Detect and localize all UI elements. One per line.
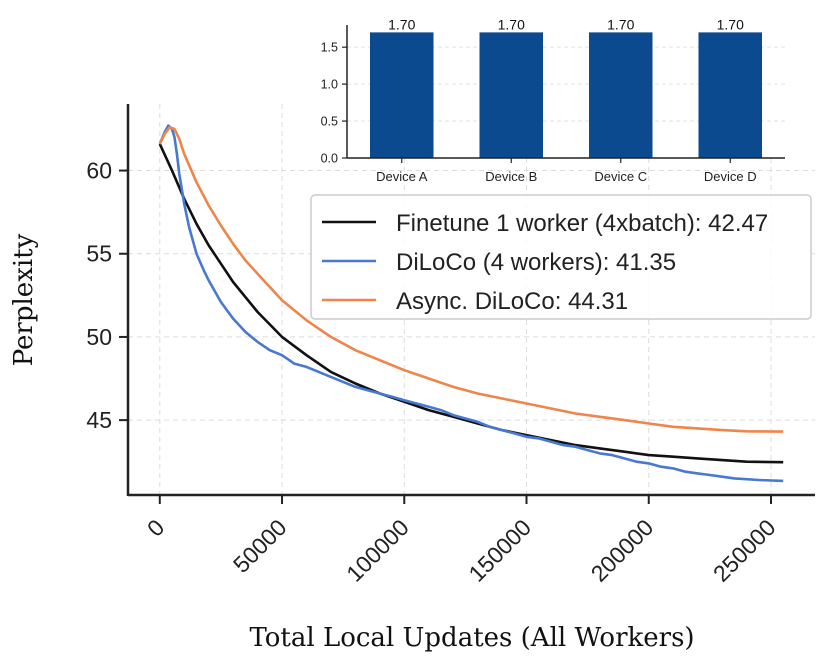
- inset-bar: [369, 32, 434, 159]
- inset-bar-value-label: 1.70: [717, 16, 744, 32]
- y-tick-label: 50: [86, 324, 112, 350]
- inset-bar: [588, 32, 653, 159]
- x-tick-label: 0: [142, 514, 169, 541]
- x-tick-label: 50000: [228, 514, 292, 578]
- inset-bar: [698, 32, 763, 159]
- main-series-lines: [158, 124, 784, 483]
- inset-bar-value-label: 1.70: [388, 16, 415, 32]
- legend: Finetune 1 worker (4xbatch): 42.47 DiLoCo…: [310, 194, 812, 320]
- main-axes: [126, 104, 815, 497]
- inset-bar: [479, 32, 544, 159]
- inset-category-label: Device C: [594, 169, 647, 184]
- y-tick-label: 60: [86, 158, 112, 184]
- y-axis-label: Perplexity: [9, 233, 39, 366]
- inset-bar-value-label: 1.70: [498, 16, 525, 32]
- inset-y-tick-label: 0.5: [321, 115, 338, 129]
- legend-label: Async. DiLoCo: 44.31: [396, 288, 628, 315]
- y-tick-label: 45: [86, 407, 112, 433]
- inset-category-label: Device B: [485, 169, 537, 184]
- inset-category-label: Device D: [704, 169, 757, 184]
- inset-bars: 1.70 1.70 1.70 1.70: [369, 16, 763, 159]
- x-tick-label: 200000: [586, 514, 659, 587]
- x-axis-label: Total Local Updates (All Workers): [249, 623, 694, 653]
- x-tick-label: 150000: [463, 514, 536, 587]
- inset-bar-chart: 1.70 1.70 1.70 1.70 0.0 0.5 1.0 1.5 Device A Dev…: [321, 16, 785, 184]
- inset-category-label: Device A: [376, 169, 428, 184]
- inset-bar-value-label: 1.70: [607, 16, 634, 32]
- series-line-1: [158, 124, 784, 483]
- inset-y-tick-label: 1.0: [321, 78, 338, 92]
- series-line-0: [158, 143, 784, 464]
- inset-y-tick-label: 0.0: [321, 152, 338, 166]
- y-tick-label: 55: [86, 241, 112, 267]
- legend-label: DiLoCo (4 workers): 41.35: [396, 249, 676, 276]
- x-tick-label: 100000: [341, 514, 414, 587]
- inset-y-tick-label: 1.5: [321, 41, 338, 55]
- legend-box: [310, 194, 812, 320]
- legend-label: Finetune 1 worker (4xbatch): 42.47: [396, 210, 768, 237]
- inset-ticks: 0.0 0.5 1.0 1.5 Device A Device B Device C Devi…: [321, 41, 757, 184]
- x-tick-label: 250000: [708, 514, 781, 587]
- series-line-2: [158, 126, 784, 433]
